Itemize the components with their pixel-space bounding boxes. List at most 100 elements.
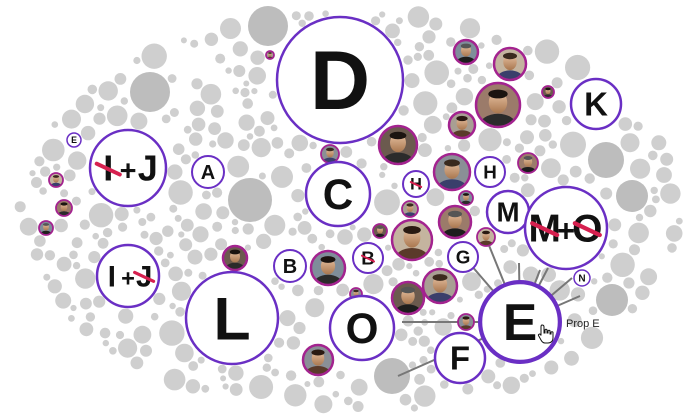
person-portrait-icon[interactable] (48, 172, 64, 190)
person-portrait-icon[interactable] (390, 218, 434, 270)
proposition-bubble-n[interactable]: N (573, 269, 591, 287)
filler-bubble (314, 395, 333, 414)
filler-bubble (385, 23, 400, 39)
filler-bubble (43, 273, 51, 281)
filler-bubble (79, 219, 90, 230)
filler-bubble (526, 93, 544, 111)
filler-bubble (623, 277, 635, 289)
filler-bubble (191, 117, 206, 132)
filler-bubble (552, 100, 566, 114)
person-portrait-icon[interactable] (476, 227, 496, 251)
filler-bubble (88, 203, 114, 228)
filler-bubble (403, 55, 413, 65)
proposition-bubble-c[interactable]: C (304, 160, 372, 228)
filler-bubble (352, 401, 364, 412)
filler-bubble (40, 166, 51, 177)
proposition-bubble-ij[interactable]: I+J (88, 128, 168, 208)
proposition-bubble-f[interactable]: F (433, 331, 487, 385)
proposition-bubble-a[interactable]: A (191, 155, 225, 189)
proposition-bubble-e[interactable]: E (478, 280, 562, 364)
filler-bubble (429, 17, 443, 31)
filler-bubble (161, 114, 171, 124)
person-portrait-icon[interactable] (301, 343, 335, 383)
filler-bubble (31, 177, 42, 188)
filler-bubble (85, 312, 96, 322)
filler-bubble (444, 145, 452, 152)
filler-bubble (237, 139, 250, 152)
filler-bubble (541, 158, 561, 179)
person-portrait-icon[interactable] (38, 220, 54, 238)
filler-bubble (102, 227, 113, 238)
filler-bubble (254, 125, 265, 137)
proposition-bubble-b[interactable]: B (273, 249, 307, 283)
person-portrait-icon[interactable] (221, 244, 249, 276)
filler-bubble (588, 306, 598, 316)
filler-bubble (602, 272, 613, 283)
person-portrait-icon[interactable] (541, 85, 555, 101)
filler-bubble (208, 122, 222, 135)
filler-bubble (60, 189, 69, 198)
proposition-bubble-o[interactable]: O (328, 294, 396, 362)
person-portrait-icon[interactable] (320, 144, 340, 168)
filler-bubble (413, 91, 438, 116)
person-portrait-icon[interactable] (377, 124, 419, 174)
filler-bubble (410, 404, 418, 412)
filler-bubble (171, 281, 192, 301)
person-portrait-icon[interactable] (437, 204, 473, 246)
filler-bubble (200, 83, 222, 105)
proposition-bubble-g[interactable]: G (447, 241, 479, 273)
person-portrait-icon[interactable] (452, 38, 480, 70)
proposition-label: E (71, 135, 77, 145)
filler-bubble (168, 180, 193, 205)
person-portrait-icon[interactable] (421, 267, 459, 312)
proposition-bubble-m[interactable]: M (485, 189, 531, 235)
filler-bubble (392, 258, 405, 271)
person-portrait-icon[interactable] (55, 199, 73, 220)
person-portrait-icon[interactable] (447, 110, 477, 145)
person-portrait-icon[interactable] (265, 50, 275, 61)
filler-bubble (228, 178, 272, 222)
proposition-bubble-d[interactable]: D (275, 15, 405, 145)
proposition-label: G (456, 247, 471, 268)
filler-bubble (197, 356, 205, 364)
proposition-label-plus: + (121, 266, 135, 292)
filler-bubble (525, 114, 537, 126)
proposition-bubble-esm[interactable]: E (66, 132, 82, 148)
proposition-bubble-h[interactable]: H (474, 156, 506, 188)
filler-bubble (569, 165, 582, 178)
filler-bubble (167, 74, 177, 83)
person-portrait-icon[interactable] (458, 190, 474, 208)
proposition-bubble-mo[interactable]: M+O (523, 185, 609, 271)
filler-bubble (72, 261, 81, 270)
filler-bubble (394, 38, 402, 47)
person-portrait-icon[interactable] (401, 200, 419, 221)
filler-bubble (502, 155, 511, 164)
person-portrait-icon[interactable] (457, 313, 475, 334)
filler-bubble (656, 167, 672, 183)
person-portrait-icon[interactable] (474, 81, 522, 138)
filler-bubble (524, 70, 535, 81)
proposition-bubble-l[interactable]: L (184, 270, 280, 366)
proposition-bubble-h2[interactable]: H (402, 170, 430, 198)
filler-bubble (557, 337, 565, 345)
filler-bubble (217, 364, 227, 374)
filler-bubble (477, 75, 487, 85)
person-portrait-icon[interactable] (492, 46, 528, 88)
proposition-bubble-ij2[interactable]: I+J (95, 243, 161, 309)
person-portrait-icon[interactable] (309, 249, 347, 294)
proposition-bubble-k[interactable]: K (569, 77, 623, 131)
person-portrait-icon[interactable] (432, 152, 472, 199)
proposition-bubble-b2[interactable]: B (352, 242, 384, 274)
filler-bubble (440, 380, 449, 389)
person-portrait-icon[interactable] (390, 280, 426, 322)
person-portrait-icon[interactable] (517, 152, 539, 178)
filler-bubble (288, 227, 297, 236)
filler-bubble (153, 292, 166, 305)
filler-bubble (520, 183, 535, 198)
filler-bubble (596, 284, 628, 316)
filler-bubble (169, 204, 178, 213)
person-portrait-icon[interactable] (372, 223, 388, 241)
filler-bubble (293, 321, 306, 335)
filler-bubble (442, 113, 450, 121)
filler-bubble (54, 218, 68, 233)
